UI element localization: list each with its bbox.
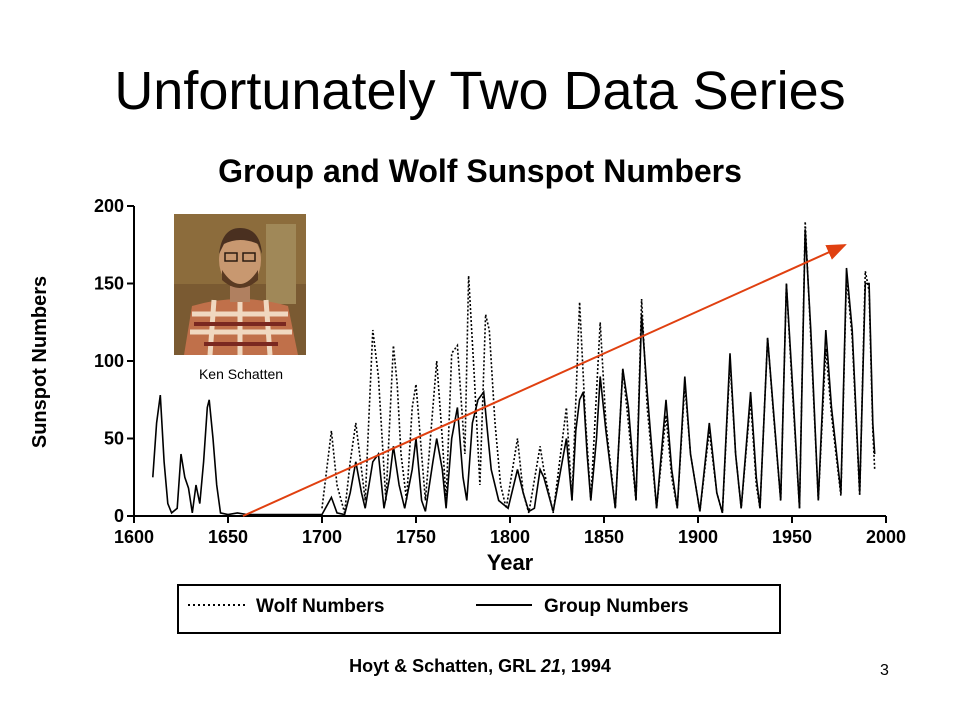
x-tick-label-1800: 1800 xyxy=(490,527,530,547)
slide-title: Unfortunately Two Data Series xyxy=(114,61,846,121)
x-axis-label: Year xyxy=(487,550,534,575)
citation-volume: 21 xyxy=(540,656,561,676)
legend-box xyxy=(177,584,781,634)
x-tick-label-1600: 1600 xyxy=(114,527,154,547)
page-number: 3 xyxy=(880,662,889,679)
x-tick-label-1700: 1700 xyxy=(302,527,342,547)
x-tick-label-1650: 1650 xyxy=(208,527,248,547)
citation-suffix: , 1994 xyxy=(560,656,611,676)
series-wolf-numbers xyxy=(321,221,876,514)
x-tick-label-2000: 2000 xyxy=(866,527,906,547)
y-tick-label-50: 50 xyxy=(104,429,124,449)
citation: Hoyt & Schatten, GRL 21, 1994 xyxy=(0,656,960,677)
x-tick-label-1950: 1950 xyxy=(772,527,812,547)
y-axis-label: Sunspot Numbers xyxy=(29,276,51,448)
legend-group-label: Group Numbers xyxy=(544,596,689,617)
citation-prefix: Hoyt & Schatten, GRL xyxy=(349,656,541,676)
y-tick-label-0: 0 xyxy=(114,506,124,526)
x-tick-label-1850: 1850 xyxy=(584,527,624,547)
schatten-photo xyxy=(174,214,306,355)
photo-caption: Ken Schatten xyxy=(198,366,284,382)
x-tick-label-1750: 1750 xyxy=(396,527,436,547)
legend-wolf-label: Wolf Numbers xyxy=(256,596,384,617)
chart-title: Group and Wolf Sunspot Numbers xyxy=(218,153,742,189)
y-tick-label-100: 100 xyxy=(94,351,124,371)
y-tick-label-150: 150 xyxy=(94,274,124,294)
y-tick-label-200: 200 xyxy=(94,196,124,216)
x-tick-label-1900: 1900 xyxy=(678,527,718,547)
trend-arrow xyxy=(242,244,847,517)
legend: Wolf Numbers Group Numbers xyxy=(177,584,781,634)
